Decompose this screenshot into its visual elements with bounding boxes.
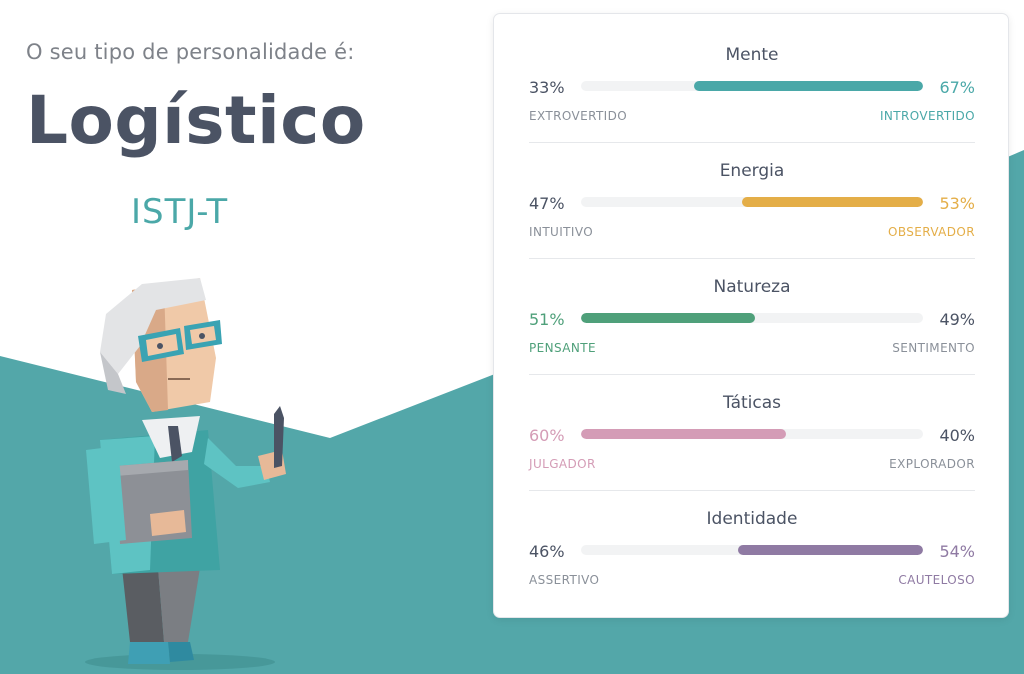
trait-right-label: EXPLORADOR: [889, 457, 975, 471]
trait-title: Táticas: [723, 393, 781, 413]
trait-bar-track: [581, 545, 923, 555]
trait-left-percent: 47%: [529, 194, 565, 213]
trait-left-label: ASSERTIVO: [529, 573, 600, 587]
trait-right-percent: 53%: [939, 194, 975, 213]
trait-right-label: CAUTELOSO: [898, 573, 975, 587]
trait-title: Energia: [719, 161, 785, 181]
trait-right-label: INTROVERTIDO: [879, 109, 975, 123]
trait-left-percent: 51%: [529, 310, 565, 329]
trait-bar-track: [581, 429, 923, 439]
trait-title: Natureza: [713, 277, 791, 297]
trait-right-percent: 67%: [939, 78, 975, 97]
trait-row-mente: Mente 33% 67% EXTROVERTIDO INTROVERTIDO: [529, 14, 975, 130]
trait-left-percent: 60%: [529, 426, 565, 445]
personality-type-name: Logístico: [26, 82, 366, 159]
trait-bar-fill: [738, 545, 923, 555]
traits-card: Mente 33% 67% EXTROVERTIDO INTROVERTIDO Energ…: [493, 13, 1009, 618]
trait-left-label: JULGADOR: [529, 457, 596, 471]
trait-bar-fill: [581, 429, 787, 439]
trait-bar-track: [581, 197, 923, 207]
trait-bar-fill: [581, 313, 756, 323]
trait-row-natureza: Natureza 51% 49% PENSANTE SENTIMENTO: [529, 246, 975, 362]
trait-divider: [529, 258, 975, 259]
trait-right-label: SENTIMENTO: [892, 341, 975, 355]
trait-left-label: INTUITIVO: [529, 225, 594, 239]
personality-intro-text: O seu tipo de personalidade é:: [26, 40, 355, 64]
trait-left-label: EXTROVERTIDO: [529, 109, 628, 123]
trait-right-label: OBSERVADOR: [887, 225, 975, 239]
trait-left-label: PENSANTE: [529, 341, 596, 355]
trait-title: Mente: [725, 45, 779, 65]
trait-row-energia: Energia 47% 53% INTUITIVO OBSERVADOR: [529, 130, 975, 246]
trait-divider: [529, 490, 975, 491]
logistician-character-illustration: [85, 278, 286, 670]
trait-bar-fill: [741, 197, 923, 207]
trait-right-percent: 40%: [939, 426, 975, 445]
trait-bar-track: [581, 313, 923, 323]
trait-divider: [529, 374, 975, 375]
trait-left-percent: 33%: [529, 78, 565, 97]
trait-row-identidade: Identidade 46% 54% ASSERTIVO CAUTELOSO: [529, 478, 975, 594]
trait-divider: [529, 142, 975, 143]
trait-title: Identidade: [706, 509, 798, 529]
trait-bar-fill: [693, 81, 923, 91]
trait-right-percent: 54%: [939, 542, 975, 561]
trait-bar-track: [581, 81, 923, 91]
personality-type-code: ISTJ-T: [131, 192, 229, 232]
trait-row-taticas: Táticas 60% 40% JULGADOR EXPLORADOR: [529, 362, 975, 478]
trait-right-percent: 49%: [939, 310, 975, 329]
trait-left-percent: 46%: [529, 542, 565, 561]
